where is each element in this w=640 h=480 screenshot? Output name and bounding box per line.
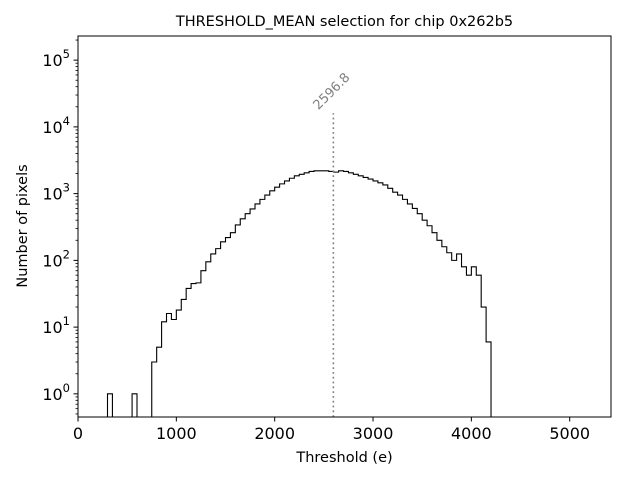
histogram-step-segment-3 [151, 170, 492, 417]
threshold-mean-label: 2596.8 [311, 70, 354, 113]
chart-title: THRESHOLD_MEAN selection for chip 0x262b… [175, 14, 513, 30]
x-tick-label: 2000 [254, 424, 295, 443]
x-tick-label: 5000 [549, 424, 590, 443]
y-tick-label: 103 [42, 181, 70, 204]
y-tick-label: 102 [42, 247, 70, 270]
y-tick-label: 100 [42, 381, 70, 404]
plot-frame [77, 35, 612, 418]
x-axis-label: Threshold (e) [295, 450, 392, 466]
y-axis-label: Number of pixels [15, 164, 31, 287]
x-tick-label: 0 [73, 424, 83, 443]
x-tick-label: 3000 [353, 424, 394, 443]
x-tick-label: 4000 [451, 424, 492, 443]
y-tick-label: 105 [42, 47, 70, 70]
y-tick-label: 101 [42, 314, 70, 337]
x-tick-label: 1000 [156, 424, 197, 443]
histogram-step-segment-1 [106, 393, 113, 417]
histogram-step-segment-2 [131, 393, 138, 417]
y-tick-label: 104 [42, 114, 70, 137]
